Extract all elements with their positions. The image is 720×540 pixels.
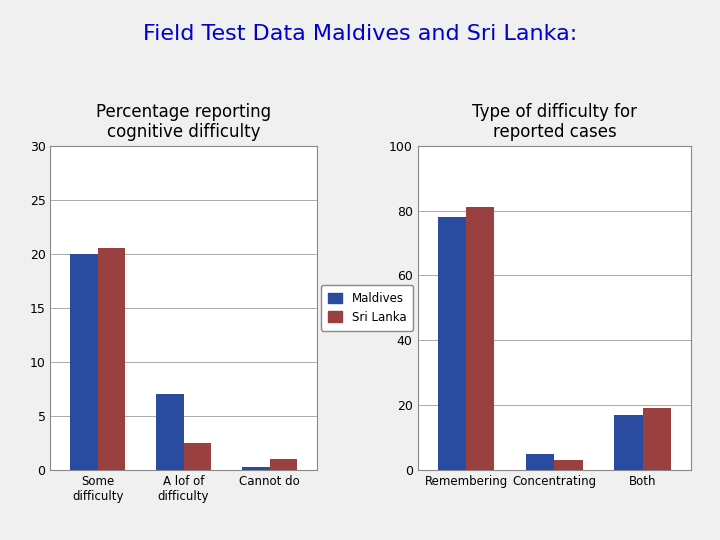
- Bar: [269, 459, 297, 470]
- Bar: [466, 207, 495, 470]
- Bar: [614, 415, 643, 470]
- Text: Field Test Data Maldives and Sri Lanka:: Field Test Data Maldives and Sri Lanka:: [143, 24, 577, 44]
- Title: Percentage reporting
cognitive difficulty: Percentage reporting cognitive difficult…: [96, 103, 271, 141]
- Bar: [438, 217, 466, 470]
- Legend: Maldives, Sri Lanka: Maldives, Sri Lanka: [321, 285, 413, 331]
- Bar: [242, 467, 269, 470]
- Bar: [554, 460, 582, 470]
- Title: Type of difficulty for
reported cases: Type of difficulty for reported cases: [472, 103, 637, 141]
- Bar: [98, 248, 125, 470]
- Bar: [70, 254, 98, 470]
- Bar: [643, 408, 671, 470]
- Bar: [156, 394, 184, 470]
- Bar: [526, 454, 554, 470]
- Bar: [184, 443, 211, 470]
